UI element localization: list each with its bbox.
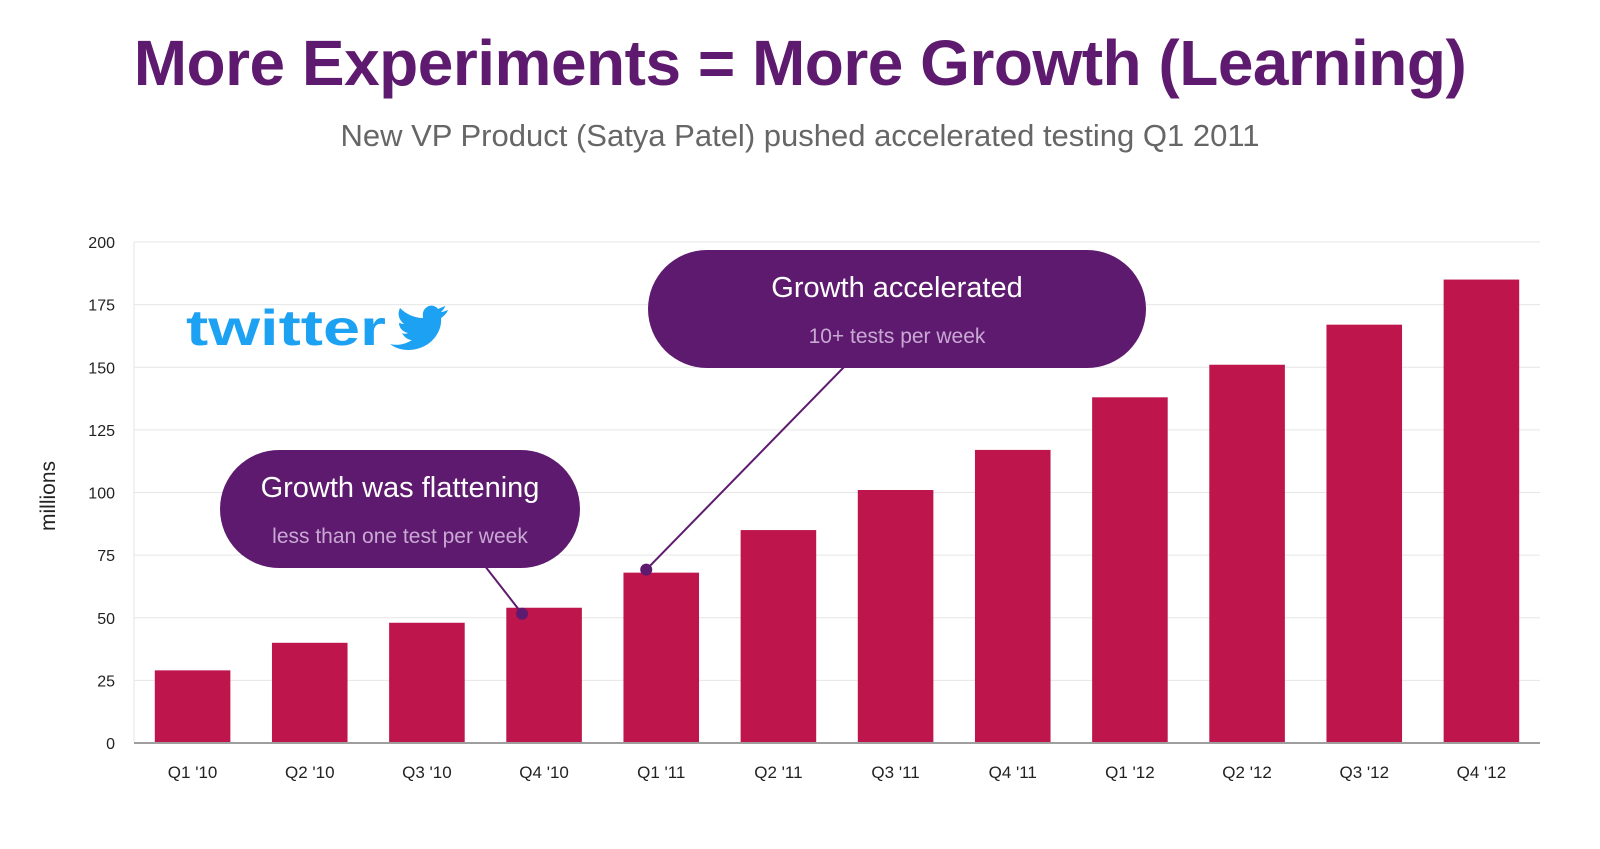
x-tick-label: Q3 '12 <box>1339 763 1389 782</box>
annotation-flattening: Growth was flattening less than one test… <box>220 450 580 620</box>
x-tick-label: Q3 '11 <box>871 763 919 782</box>
annotation-accelerated-dot <box>640 563 653 576</box>
annotation-accelerated-subtitle: 10+ tests per week <box>809 325 986 348</box>
annotation-flattening-subtitle: less than one test per week <box>272 525 528 548</box>
y-tick-label: 0 <box>106 736 115 753</box>
bar <box>974 449 1051 743</box>
annotation-flattening-title: Growth was flattening <box>261 472 540 504</box>
chart-subtitle: New VP Product (Satya Patel) pushed acce… <box>340 118 1260 153</box>
logo-text: twitter <box>186 300 386 356</box>
y-tick-label: 175 <box>88 298 115 315</box>
annotation-accelerated: Growth accelerated 10+ tests per week <box>640 250 1146 576</box>
x-tick-label: Q1 '10 <box>168 763 218 782</box>
bar <box>154 670 231 743</box>
y-tick-label: 150 <box>88 360 115 377</box>
y-axis-label: millions <box>37 461 60 531</box>
bar <box>740 530 817 743</box>
annotation-accelerated-title: Growth accelerated <box>771 272 1022 304</box>
y-tick-label: 200 <box>88 235 115 252</box>
x-tick-label: Q1 '11 <box>637 763 685 782</box>
bar <box>506 607 582 743</box>
chart-title: More Experiments = More Growth (Learning… <box>133 27 1467 99</box>
bar <box>857 489 934 743</box>
bar <box>1326 324 1403 743</box>
y-tick-label: 125 <box>88 423 115 440</box>
x-tick-label: Q1 '12 <box>1105 763 1155 782</box>
bar <box>389 622 465 743</box>
x-tick-label: Q2 '12 <box>1222 763 1272 782</box>
bars <box>154 279 1520 743</box>
x-tick-label: Q4 '11 <box>989 763 1037 782</box>
bar <box>1092 397 1168 743</box>
y-tick-label: 100 <box>88 486 115 503</box>
x-axis-ticks: Q1 '10 Q2 '10 Q3 '10 Q4 '10 Q1 '11 Q2 '11 Q3 '… <box>168 763 1506 782</box>
x-tick-label: Q3 '10 <box>402 763 452 782</box>
twitter-logo: twitter <box>186 300 448 356</box>
bar <box>623 572 700 743</box>
bar <box>1209 364 1285 743</box>
x-tick-label: Q2 '10 <box>285 763 335 782</box>
y-tick-label: 25 <box>97 673 115 690</box>
annotation-accelerated-pointer <box>645 365 846 571</box>
x-tick-label: Q4 '10 <box>519 763 569 782</box>
bar <box>271 642 348 743</box>
annotation-flattening-dot <box>516 607 529 620</box>
bar <box>1443 279 1520 743</box>
y-axis-ticks: 0 25 50 75 100 125 150 175 200 <box>88 235 115 753</box>
annotation-flattening-bubble <box>220 450 580 568</box>
y-tick-label: 50 <box>97 611 115 628</box>
twitter-bird-icon <box>390 305 448 350</box>
x-tick-label: Q2 '11 <box>754 763 802 782</box>
y-tick-label: 75 <box>97 548 115 565</box>
x-tick-label: Q4 '12 <box>1457 763 1507 782</box>
annotation-accelerated-bubble <box>648 250 1146 368</box>
